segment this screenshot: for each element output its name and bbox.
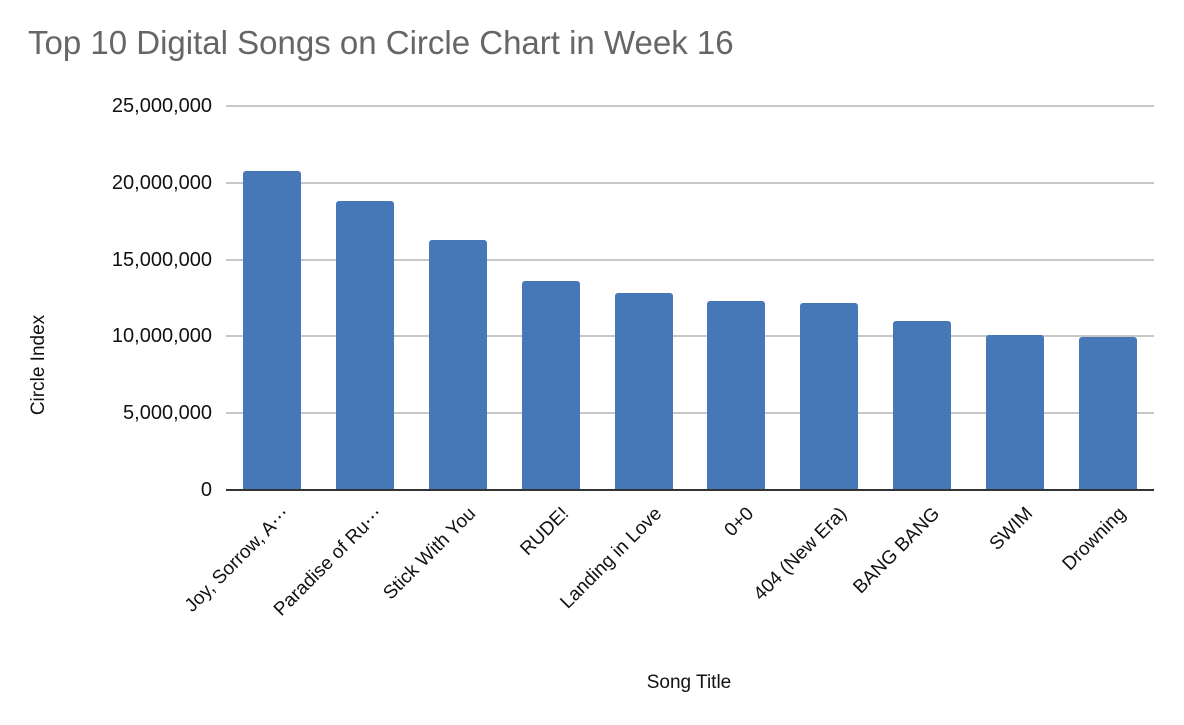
x-tick-label: SWIM	[985, 503, 1037, 555]
y-tick-label: 10,000,000	[111, 325, 212, 348]
bar	[243, 170, 302, 490]
bar	[985, 334, 1044, 490]
y-axis-label: Circle Index	[28, 314, 49, 416]
bar	[429, 239, 487, 490]
bar	[614, 293, 673, 490]
gridline	[226, 412, 1154, 415]
y-tick-label: 0	[200, 479, 212, 501]
x-tick-label: BANG BANG	[849, 503, 945, 599]
gridline	[226, 335, 1154, 338]
x-tick-label: 404 (New Era)	[749, 503, 852, 605]
gridline	[226, 105, 1154, 107]
bar	[707, 301, 766, 490]
y-tick-label: 5,000,000	[123, 402, 212, 425]
y-tick-label: 15,000,000	[111, 248, 212, 271]
chart-title: Top 10 Digital Songs on Circle Chart in …	[28, 24, 734, 61]
bar	[893, 321, 951, 490]
x-tick-label: 0+0	[720, 503, 759, 541]
bar	[521, 281, 580, 490]
x-tick-label: Drowning	[1058, 503, 1130, 575]
gridline	[226, 258, 1154, 261]
bar	[1078, 337, 1137, 490]
x-axis-line	[226, 489, 1154, 491]
bar	[336, 201, 395, 490]
gridline	[226, 181, 1154, 184]
y-tick-label: 25,000,000	[111, 95, 212, 117]
x-tick-label: Landing in Love	[556, 503, 666, 614]
x-axis-label: Song Title	[646, 672, 732, 693]
x-tick-label: RUDE!	[516, 503, 573, 560]
y-tick-label: 20,000,000	[111, 171, 212, 194]
x-tick-label: Stick With You	[379, 503, 481, 605]
bar	[800, 302, 859, 490]
